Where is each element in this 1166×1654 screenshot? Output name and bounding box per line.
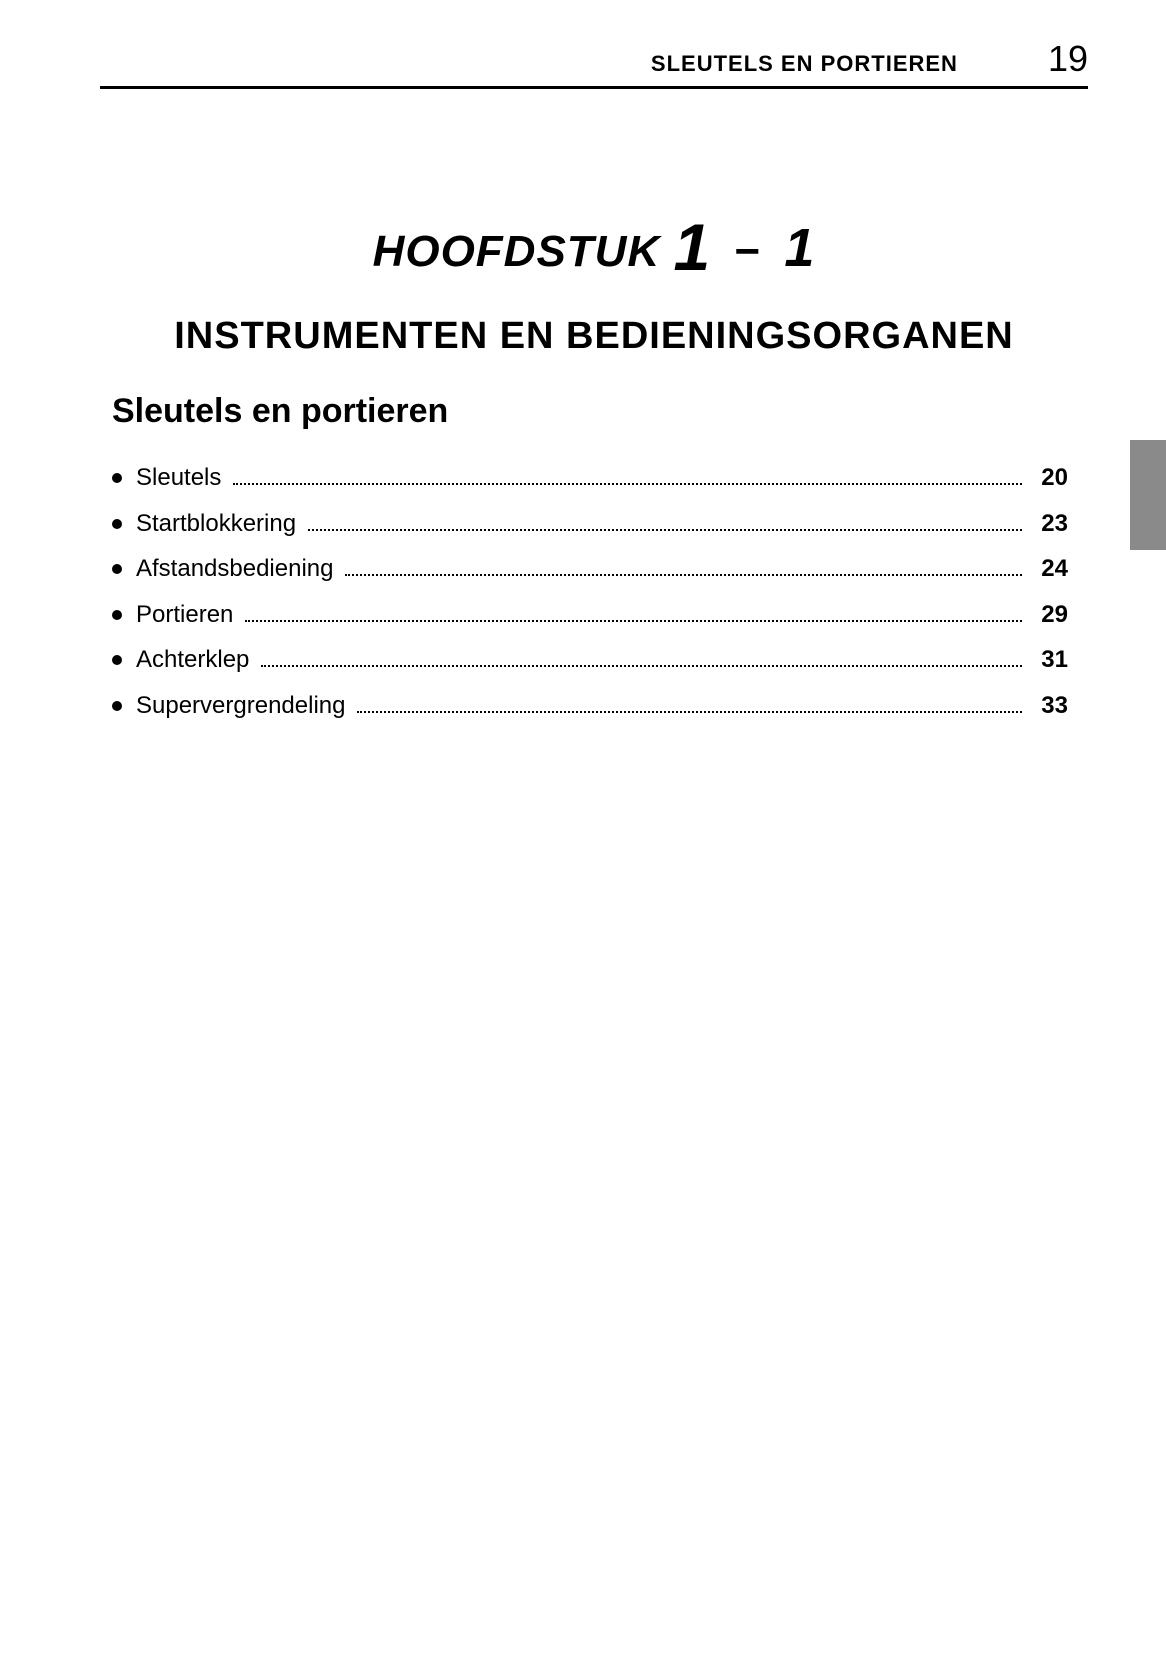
bullet-icon: [112, 610, 122, 620]
toc-page-number: 33: [1028, 683, 1068, 729]
chapter-title: HOOFDSTUK 1 − 1: [100, 209, 1088, 285]
toc-entry: Supervergrendeling 33: [112, 683, 1068, 729]
toc-leader-dots: [308, 529, 1022, 531]
chapter-dash: −: [734, 227, 761, 276]
toc-leader-dots: [245, 620, 1022, 622]
toc-label: Afstandsbediening: [136, 546, 339, 592]
toc-entry: Portieren 29: [112, 592, 1068, 638]
toc-leader-dots: [357, 711, 1022, 713]
page-number: 19: [1048, 38, 1088, 80]
page-header: SLEUTELS EN PORTIEREN 19: [100, 38, 1088, 89]
sub-heading: Sleutels en portieren: [112, 392, 1088, 431]
toc-entry: Startblokkering 23: [112, 501, 1068, 547]
toc-label: Portieren: [136, 592, 239, 638]
toc-page-number: 20: [1028, 455, 1068, 501]
toc-entry: Sleutels 20: [112, 455, 1068, 501]
toc-page-number: 31: [1028, 637, 1068, 683]
bullet-icon: [112, 701, 122, 711]
chapter-prefix: HOOFDSTUK: [373, 227, 661, 276]
page-content: SLEUTELS EN PORTIEREN 19 HOOFDSTUK 1 − 1…: [0, 0, 1166, 729]
bullet-icon: [112, 473, 122, 483]
toc-entry: Achterklep 31: [112, 637, 1068, 683]
chapter-main-number: 1: [673, 210, 711, 284]
header-section-label: SLEUTELS EN PORTIEREN: [651, 51, 958, 77]
toc-entry: Afstandsbediening 24: [112, 546, 1068, 592]
toc-leader-dots: [261, 665, 1022, 667]
main-heading: INSTRUMENTEN EN BEDIENINGSORGANEN: [100, 315, 1088, 358]
toc-label: Startblokkering: [136, 501, 302, 547]
toc-page-number: 29: [1028, 592, 1068, 638]
toc-label: Achterklep: [136, 637, 255, 683]
table-of-contents: Sleutels 20 Startblokkering 23 Afstandsb…: [112, 455, 1068, 729]
toc-page-number: 23: [1028, 501, 1068, 547]
toc-page-number: 24: [1028, 546, 1068, 592]
toc-label: Supervergrendeling: [136, 683, 351, 729]
bullet-icon: [112, 655, 122, 665]
toc-leader-dots: [233, 483, 1022, 485]
bullet-icon: [112, 564, 122, 574]
bullet-icon: [112, 519, 122, 529]
chapter-sub-number: 1: [784, 218, 815, 278]
toc-leader-dots: [345, 574, 1022, 576]
toc-label: Sleutels: [136, 455, 227, 501]
